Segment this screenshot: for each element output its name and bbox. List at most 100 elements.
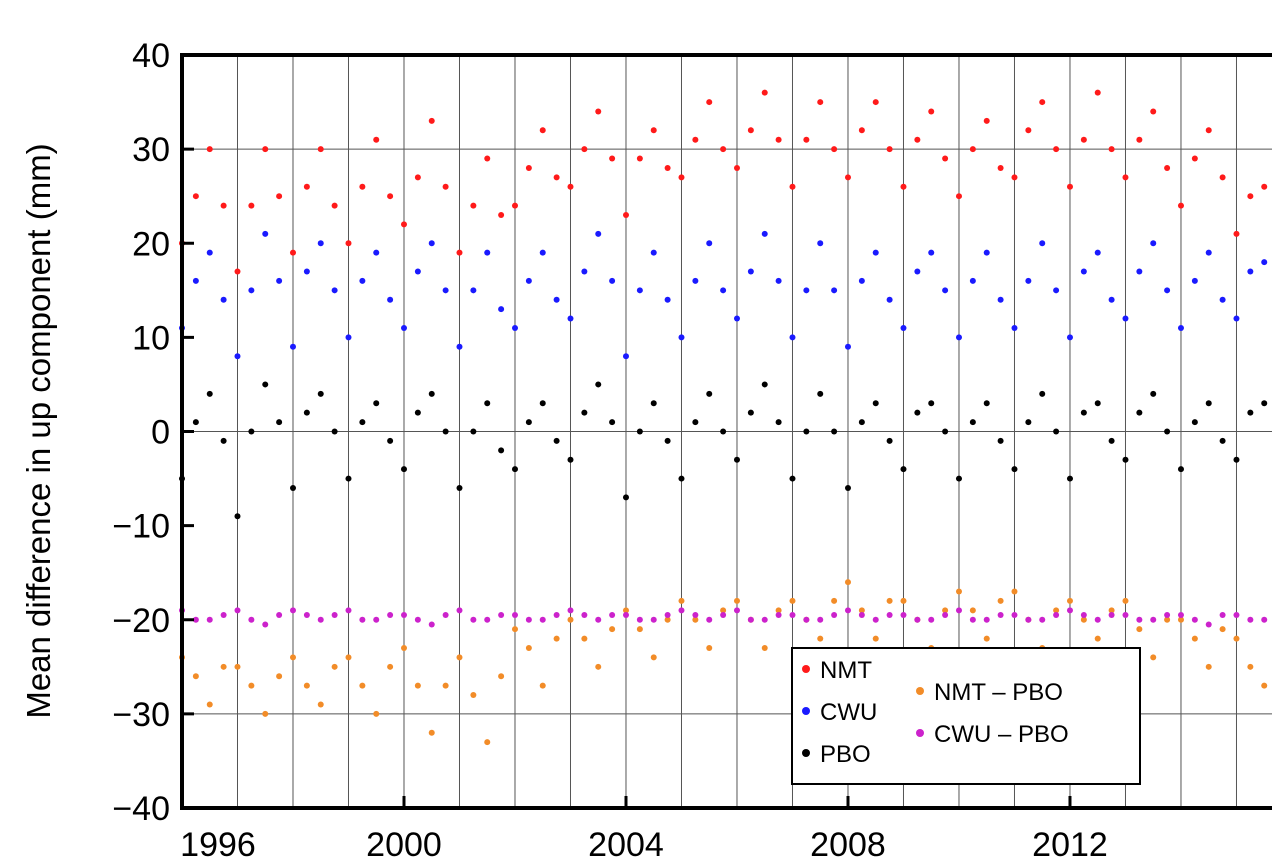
point bbox=[1066, 597, 1073, 604]
point bbox=[220, 202, 227, 209]
point bbox=[428, 621, 435, 628]
point bbox=[886, 612, 893, 619]
point bbox=[803, 428, 810, 435]
y-tick-label: −40 bbox=[112, 790, 170, 828]
point bbox=[525, 419, 532, 426]
point bbox=[553, 174, 560, 181]
point bbox=[1247, 193, 1254, 200]
point bbox=[1233, 635, 1240, 642]
point bbox=[567, 183, 574, 190]
point bbox=[262, 146, 269, 153]
point bbox=[706, 616, 713, 623]
point bbox=[442, 183, 449, 190]
y-tick-label: 20 bbox=[132, 225, 170, 263]
point bbox=[248, 202, 255, 209]
point bbox=[1150, 616, 1157, 623]
y-axis-label: Mean difference in up component (mm) bbox=[20, 143, 57, 718]
point bbox=[484, 400, 491, 407]
legend-marker bbox=[802, 749, 810, 757]
point bbox=[359, 616, 366, 623]
point bbox=[789, 334, 796, 341]
point bbox=[511, 466, 518, 473]
point bbox=[1219, 174, 1226, 181]
point bbox=[844, 579, 851, 586]
points bbox=[179, 89, 1268, 746]
point bbox=[331, 428, 338, 435]
point bbox=[1039, 240, 1046, 247]
point bbox=[1122, 174, 1129, 181]
point bbox=[345, 334, 352, 341]
legend-label: NMT – PBO bbox=[934, 679, 1063, 706]
point bbox=[331, 663, 338, 670]
point bbox=[400, 644, 407, 651]
point bbox=[276, 673, 283, 680]
legend-label: NMT bbox=[820, 657, 872, 684]
point bbox=[567, 315, 574, 322]
legend-box bbox=[791, 647, 1141, 785]
point bbox=[400, 466, 407, 473]
legend-marker bbox=[916, 729, 924, 737]
point bbox=[844, 484, 851, 491]
point bbox=[609, 277, 616, 284]
point bbox=[706, 644, 713, 651]
point bbox=[720, 607, 727, 614]
point bbox=[1136, 268, 1143, 275]
point bbox=[567, 607, 574, 614]
point bbox=[317, 701, 324, 708]
point bbox=[692, 419, 699, 426]
y-tick-label: 30 bbox=[132, 131, 170, 169]
point bbox=[955, 334, 962, 341]
point bbox=[1136, 136, 1143, 143]
point bbox=[498, 306, 505, 313]
point bbox=[997, 296, 1004, 303]
point bbox=[303, 612, 310, 619]
point bbox=[1164, 428, 1171, 435]
point bbox=[1066, 607, 1073, 614]
point bbox=[775, 136, 782, 143]
point bbox=[803, 287, 810, 294]
point bbox=[456, 654, 463, 661]
point bbox=[817, 635, 824, 642]
point bbox=[192, 193, 199, 200]
point bbox=[595, 616, 602, 623]
point bbox=[817, 240, 824, 247]
point bbox=[650, 616, 657, 623]
point bbox=[192, 277, 199, 284]
point bbox=[414, 616, 421, 623]
point bbox=[803, 136, 810, 143]
point bbox=[942, 428, 949, 435]
point bbox=[609, 626, 616, 633]
point bbox=[1094, 635, 1101, 642]
point bbox=[373, 400, 380, 407]
point bbox=[1080, 616, 1087, 623]
y-tick-label: −10 bbox=[112, 508, 170, 546]
point bbox=[206, 146, 213, 153]
y-tick-label: 40 bbox=[132, 37, 170, 75]
point bbox=[678, 334, 685, 341]
point bbox=[1205, 621, 1212, 628]
point bbox=[1191, 419, 1198, 426]
point bbox=[1191, 155, 1198, 162]
point bbox=[220, 663, 227, 670]
legend-label: CWU bbox=[820, 699, 877, 726]
point bbox=[1011, 174, 1018, 181]
point bbox=[817, 390, 824, 397]
point bbox=[928, 108, 935, 115]
point bbox=[692, 616, 699, 623]
point bbox=[442, 428, 449, 435]
point bbox=[775, 419, 782, 426]
point bbox=[650, 654, 657, 661]
point bbox=[581, 409, 588, 416]
point bbox=[1233, 230, 1240, 237]
point bbox=[831, 597, 838, 604]
point bbox=[525, 616, 532, 623]
point bbox=[1011, 588, 1018, 595]
point bbox=[525, 164, 532, 171]
point bbox=[359, 682, 366, 689]
point bbox=[720, 612, 727, 619]
point bbox=[511, 202, 518, 209]
point bbox=[650, 400, 657, 407]
point bbox=[678, 607, 685, 614]
x-tick-label: 1996 bbox=[180, 826, 256, 864]
point bbox=[428, 117, 435, 124]
